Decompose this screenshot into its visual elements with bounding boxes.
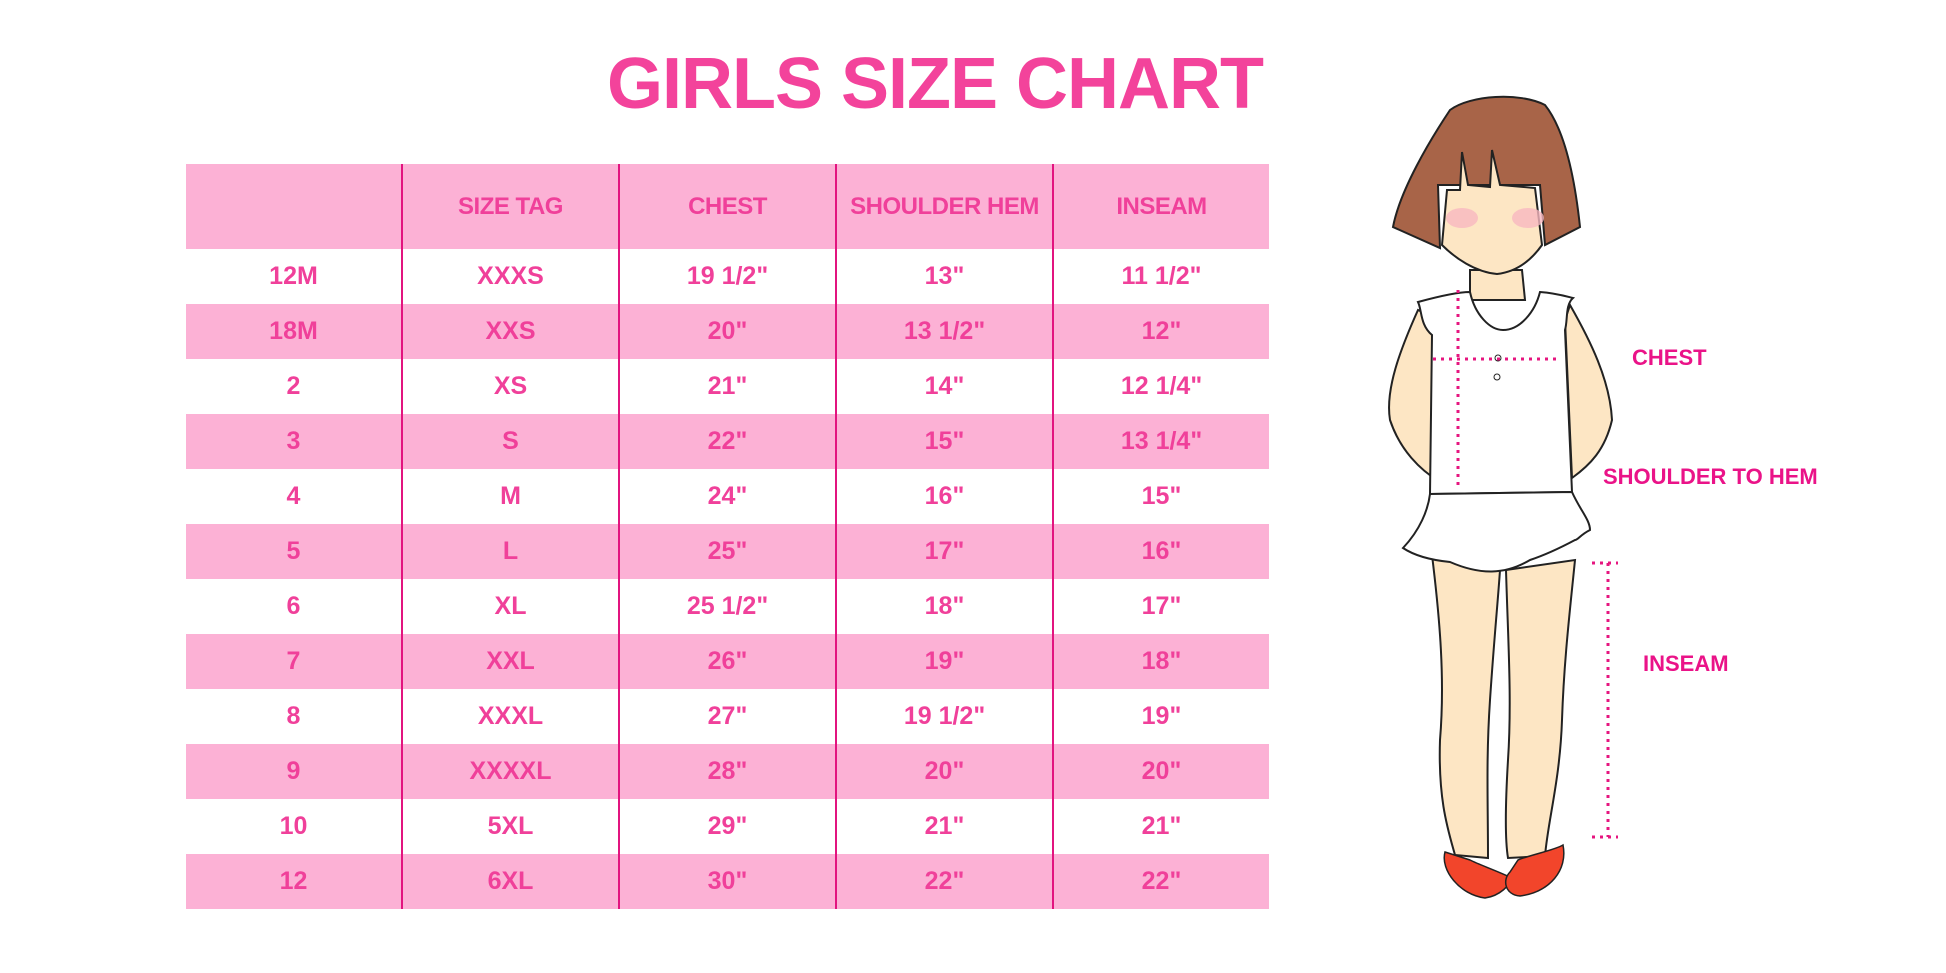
table-cell: 13" — [835, 249, 1053, 304]
table-cell: 14" — [835, 359, 1053, 414]
table-cell: 3 — [286, 427, 301, 455]
table-cell: 20" — [1052, 744, 1269, 799]
table-cell: 5 — [286, 537, 301, 565]
table-row: 2 XS 21" 14" 12 1/4" — [186, 359, 1269, 414]
table-cell: XS — [401, 359, 619, 414]
shirt — [1416, 290, 1576, 496]
table-cell: L — [401, 524, 619, 579]
table-cell: XXS — [401, 304, 619, 359]
table-cell: 21" — [618, 359, 836, 414]
table-row: 6 XL 25 1/2" 18" 17" — [186, 579, 1269, 634]
table-cell: 28" — [618, 744, 836, 799]
table-cell: 11 1/2" — [1052, 249, 1269, 304]
table-row: 7 XXL 26" 19" 18" — [186, 634, 1269, 689]
table-cell: 22" — [835, 854, 1053, 909]
table-cell: 15" — [1052, 469, 1269, 524]
table-cell: 19" — [835, 634, 1053, 689]
table-row: 18M XXS 20" 13 1/2" 12" — [186, 304, 1269, 359]
table-cell: XXXL — [401, 689, 619, 744]
table-cell: XL — [401, 579, 619, 634]
right-cheek — [1512, 208, 1544, 228]
legs — [1430, 553, 1577, 860]
table-cell: 12 — [279, 867, 308, 895]
table-row: 12M XXXS 19 1/2" 13" 11 1/2" — [186, 249, 1269, 304]
table-cell: 22" — [618, 414, 836, 469]
table-cell: 18" — [835, 579, 1053, 634]
table-row: 3 S 22" 15" 13 1/4" — [186, 414, 1269, 469]
table-cell: 9 — [286, 757, 301, 785]
table-header-row: SIZE TAG CHEST SHOULDER HEM INSEAM — [186, 164, 1269, 249]
table-row: 8 XXXL 27" 19 1/2" 19" — [186, 689, 1269, 744]
table-row: 4 M 24" 16" 15" — [186, 469, 1269, 524]
table-cell: 21" — [1052, 799, 1269, 854]
table-cell: 30" — [618, 854, 836, 909]
table-cell: 19" — [1052, 689, 1269, 744]
table-cell: 16" — [1052, 524, 1269, 579]
table-row: 10 5XL 29" 21" 21" — [186, 799, 1269, 854]
table-cell: 8 — [286, 702, 301, 730]
table-cell: 18M — [269, 317, 318, 345]
column-header: SIZE TAG — [401, 164, 619, 249]
column-header: CHEST — [618, 164, 836, 249]
hair — [1391, 95, 1582, 250]
chest-label: CHEST — [1632, 345, 1707, 370]
table-cell: 24" — [618, 469, 836, 524]
table-cell: 6 — [286, 592, 301, 620]
table-cell: 10 — [279, 812, 308, 840]
table-cell: XXXXL — [401, 744, 619, 799]
table-cell: 15" — [835, 414, 1053, 469]
table-cell: XXL — [401, 634, 619, 689]
table-cell: 17" — [835, 524, 1053, 579]
table-row: 12 6XL 30" 22" 22" — [186, 854, 1269, 909]
table-cell: 22" — [1052, 854, 1269, 909]
table-cell: 20" — [835, 744, 1053, 799]
table-cell: XXXS — [401, 249, 619, 304]
table-cell: 12" — [1052, 304, 1269, 359]
button — [1493, 373, 1501, 381]
table-cell: 21" — [835, 799, 1053, 854]
table-cell: 25" — [618, 524, 836, 579]
table-cell: 16" — [835, 469, 1053, 524]
table-cell: 18" — [1052, 634, 1269, 689]
skirt — [1401, 490, 1592, 573]
table-cell: 6XL — [401, 854, 619, 909]
table-cell: 2 — [286, 372, 301, 400]
table-cell: S — [401, 414, 619, 469]
table-cell: 19 1/2" — [618, 249, 836, 304]
table-cell: 5XL — [401, 799, 619, 854]
table-cell: 7 — [286, 647, 301, 675]
table-row: 5 L 25" 17" 16" — [186, 524, 1269, 579]
table-cell: 12M — [269, 262, 318, 290]
table-cell: 19 1/2" — [835, 689, 1053, 744]
table-cell: 17" — [1052, 579, 1269, 634]
table-cell: 12 1/4" — [1052, 359, 1269, 414]
table-cell: 4 — [286, 482, 301, 510]
table-cell: 20" — [618, 304, 836, 359]
table-cell: 13 1/4" — [1052, 414, 1269, 469]
column-header: INSEAM — [1052, 164, 1269, 249]
column-header: SHOULDER HEM — [835, 164, 1053, 249]
table-cell: 13 1/2" — [835, 304, 1053, 359]
left-cheek — [1446, 208, 1478, 228]
inseam-label: INSEAM — [1643, 651, 1729, 676]
table-cell: M — [401, 469, 619, 524]
measurement-lines — [1433, 290, 1618, 839]
shoes — [1443, 843, 1565, 899]
face — [1440, 149, 1544, 276]
table-row: 9 XXXXL 28" 20" 20" — [186, 744, 1269, 799]
page-title: GIRLS SIZE CHART — [606, 44, 1264, 124]
table-cell: 26" — [618, 634, 836, 689]
shoulder-to-hem-label: SHOULDER TO HEM — [1603, 464, 1818, 489]
table-cell: 29" — [618, 799, 836, 854]
size-chart-table: SIZE TAG CHEST SHOULDER HEM INSEAM 12M XXXS 1… — [186, 164, 1269, 909]
table-cell: 25 1/2" — [618, 579, 836, 634]
table-cell: 27" — [618, 689, 836, 744]
